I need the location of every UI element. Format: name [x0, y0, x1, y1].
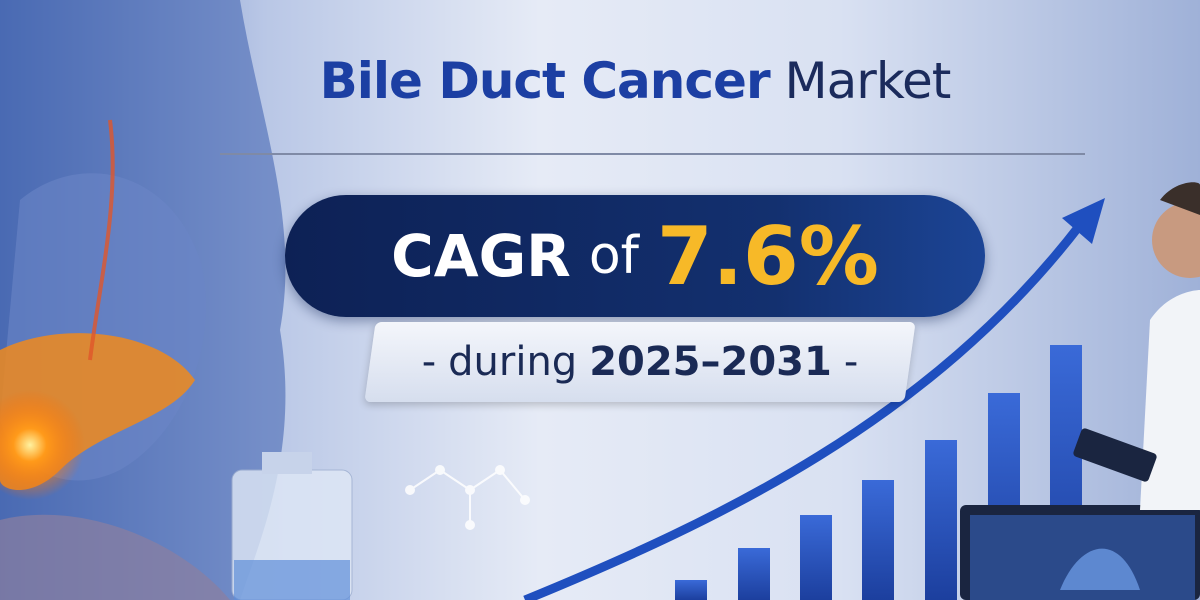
title-highlight: Bile Duct Cancer — [319, 52, 771, 110]
laptop — [960, 505, 1200, 600]
person-with-tablet — [1073, 182, 1200, 510]
trend-arrow — [523, 198, 1105, 600]
period-years: 2025–2031 — [589, 339, 832, 385]
title-divider — [220, 153, 1085, 155]
bar-5 — [925, 440, 957, 600]
tumor-glow — [0, 390, 85, 500]
page-title: Bile Duct Cancer Market — [0, 52, 1200, 110]
cagr-connector: of — [588, 226, 639, 286]
title-rest: Market — [784, 52, 952, 110]
dash-left: - — [421, 339, 437, 385]
bar-3 — [800, 515, 832, 600]
period-prefix: during — [448, 339, 578, 385]
cagr-banner: CAGR of 7.6% — [285, 195, 985, 317]
bar-4 — [862, 480, 894, 600]
dash-right: - — [843, 339, 859, 385]
cagr-label: CAGR — [391, 222, 571, 290]
cagr-value: 7.6% — [656, 209, 879, 303]
anatomy-figure — [0, 0, 286, 600]
molecule-icon — [405, 465, 530, 530]
period-text: - during 2025–2031 - — [370, 322, 910, 402]
bar-2 — [738, 548, 770, 600]
iv-bottle — [231, 452, 353, 600]
bar-1 — [675, 580, 707, 600]
